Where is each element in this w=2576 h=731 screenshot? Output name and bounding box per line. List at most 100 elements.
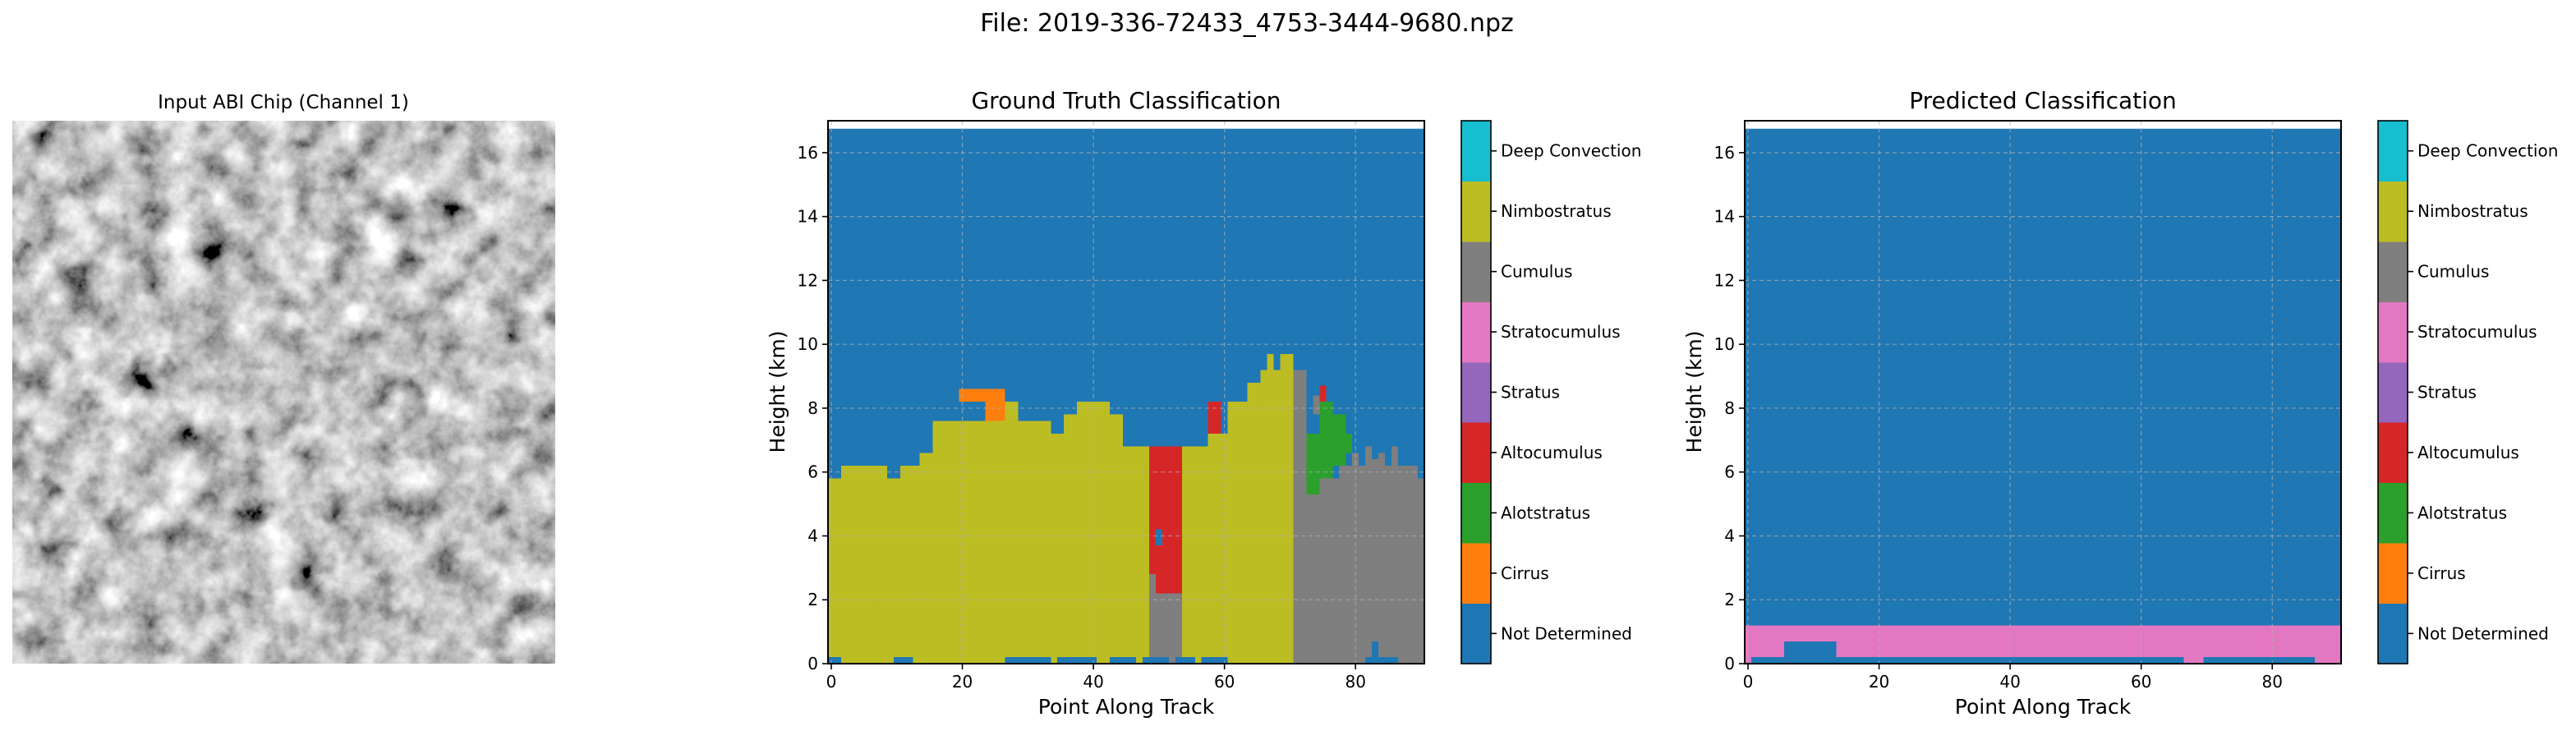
colorbar-label: Deep Convection bbox=[2417, 141, 2558, 161]
colorbar-label: Alotstratus bbox=[1501, 503, 1590, 522]
class-cell bbox=[1365, 657, 1399, 664]
class-cell bbox=[1339, 465, 1353, 664]
predicted-plot: 0 20 40 60 80 0 2 4 6 8 10 12 14 16 bbox=[1714, 120, 2342, 692]
class-cell bbox=[1306, 434, 1320, 494]
predicted-xlabel: Point Along Track bbox=[1955, 695, 2132, 719]
colorbar-swatch bbox=[1461, 121, 1491, 182]
class-cell bbox=[2183, 657, 2204, 664]
class-cell bbox=[1155, 593, 1182, 664]
colorbar-label: Altocumulus bbox=[2417, 443, 2519, 462]
class-cell bbox=[1346, 434, 1353, 453]
ground-truth-xlabel: Point Along Track bbox=[1038, 695, 1215, 719]
x-tick-label: 20 bbox=[1869, 672, 1889, 692]
x-tick-label: 0 bbox=[1743, 672, 1754, 692]
colorbar-label: Stratocumulus bbox=[2417, 322, 2537, 342]
colorbar-swatch bbox=[1461, 482, 1491, 544]
colorbar-label: Cumulus bbox=[1501, 262, 1572, 282]
y-tick-label: 4 bbox=[1724, 526, 1735, 545]
class-cell bbox=[919, 453, 933, 664]
class-cell bbox=[828, 478, 841, 658]
x-tick-label: 40 bbox=[1999, 672, 2020, 692]
ground-truth-plot: 0 20 40 60 80 0 2 4 6 8 10 12 14 16 bbox=[798, 120, 1425, 692]
class-cell bbox=[1836, 625, 2341, 658]
colorbar-label: Nimbostratus bbox=[2417, 201, 2528, 221]
ground-truth-ylabel: Height (km) bbox=[766, 331, 789, 453]
class-cell bbox=[1051, 434, 1065, 664]
y-tick-label: 8 bbox=[807, 398, 818, 418]
colorbar-swatch bbox=[2378, 603, 2408, 664]
y-tick-label: 16 bbox=[1714, 143, 1735, 163]
class-cell bbox=[1359, 465, 1366, 664]
colorbar-swatch bbox=[2378, 482, 2408, 544]
class-cell bbox=[932, 421, 986, 664]
colorbar-label: Not Determined bbox=[1501, 623, 1632, 643]
class-cell bbox=[959, 388, 1005, 402]
colorbar-label: Not Determined bbox=[2417, 623, 2549, 643]
colorbar-swatch bbox=[2378, 301, 2408, 363]
colorbar-frame bbox=[2377, 120, 2408, 664]
class-cell bbox=[1313, 395, 1320, 415]
class-cell bbox=[1175, 657, 1195, 664]
class-cell bbox=[1018, 421, 1051, 664]
colorbar-label: Stratus bbox=[2417, 383, 2477, 402]
class-cell bbox=[1201, 657, 1228, 664]
class-cell bbox=[1378, 453, 1386, 664]
class-cell bbox=[1372, 641, 1379, 664]
colorbar-swatch bbox=[1461, 603, 1491, 664]
class-cell bbox=[1372, 459, 1379, 664]
class-cell bbox=[1280, 353, 1294, 664]
colorbar-swatch bbox=[2378, 361, 2408, 423]
class-cell bbox=[1005, 657, 1051, 664]
x-tick-label: 80 bbox=[2262, 672, 2283, 692]
abi-chip-image bbox=[12, 121, 555, 664]
y-tick-label: 12 bbox=[1714, 270, 1735, 290]
class-cell bbox=[1745, 625, 1784, 658]
colorbar-label: Cirrus bbox=[2417, 563, 2466, 583]
class-cell bbox=[840, 465, 887, 664]
y-tick-label: 10 bbox=[798, 334, 818, 354]
ground-truth-title: Ground Truth Classification bbox=[971, 87, 1281, 114]
colorbar-label: Altocumulus bbox=[1501, 443, 1603, 462]
colorbar-label: Nimbostratus bbox=[1501, 201, 1612, 221]
colorbar-label: Stratus bbox=[1501, 383, 1560, 402]
class-cell bbox=[1247, 382, 1261, 664]
class-cell bbox=[2315, 657, 2341, 664]
colorbar-label: Stratocumulus bbox=[1501, 322, 1621, 342]
y-tick-label: 12 bbox=[798, 270, 818, 290]
class-cell bbox=[1293, 370, 1307, 664]
x-tick-label: 60 bbox=[1214, 672, 1235, 692]
class-cell bbox=[1142, 657, 1169, 664]
y-tick-label: 10 bbox=[1714, 334, 1735, 354]
x-tick-label: 60 bbox=[2131, 672, 2151, 692]
class-cell bbox=[1783, 625, 1837, 641]
colorbar-label: Deep Convection bbox=[1501, 141, 1641, 161]
class-cell bbox=[886, 478, 900, 664]
x-tick-label: 0 bbox=[826, 672, 837, 692]
colorbar-label: Cirrus bbox=[1501, 563, 1549, 583]
class-cell bbox=[1227, 402, 1248, 664]
class-cell bbox=[1208, 434, 1228, 664]
class-cell bbox=[985, 402, 1005, 421]
class-cell bbox=[985, 402, 1019, 664]
background-class-fill bbox=[1745, 128, 2341, 664]
y-tick-label: 0 bbox=[1724, 654, 1735, 674]
colorbar-frame bbox=[1460, 120, 1492, 664]
class-cell bbox=[1332, 414, 1346, 466]
class-cell bbox=[1398, 465, 1419, 664]
class-cell bbox=[1208, 402, 1221, 434]
y-tick-label: 6 bbox=[807, 462, 818, 482]
y-tick-label: 14 bbox=[798, 207, 818, 227]
colorbar-swatch bbox=[2378, 422, 2408, 484]
predicted-ylabel: Height (km) bbox=[1682, 331, 1706, 453]
colorbar-label: Cumulus bbox=[2417, 262, 2489, 282]
colorbar-swatch bbox=[2378, 543, 2408, 605]
colorbar-label: Alotstratus bbox=[2417, 503, 2507, 522]
class-cell bbox=[1319, 402, 1333, 479]
predicted-colorbar: Not Determined Cirrus Alotstratus Altocumul… bbox=[2377, 120, 2558, 664]
class-cell bbox=[1181, 446, 1208, 664]
class-cell bbox=[1123, 446, 1149, 664]
class-cell bbox=[1110, 657, 1136, 664]
figure-suptitle: File: 2019-336-72433_4753-3444-9680.npz bbox=[980, 9, 1514, 38]
class-cell bbox=[1385, 465, 1392, 664]
